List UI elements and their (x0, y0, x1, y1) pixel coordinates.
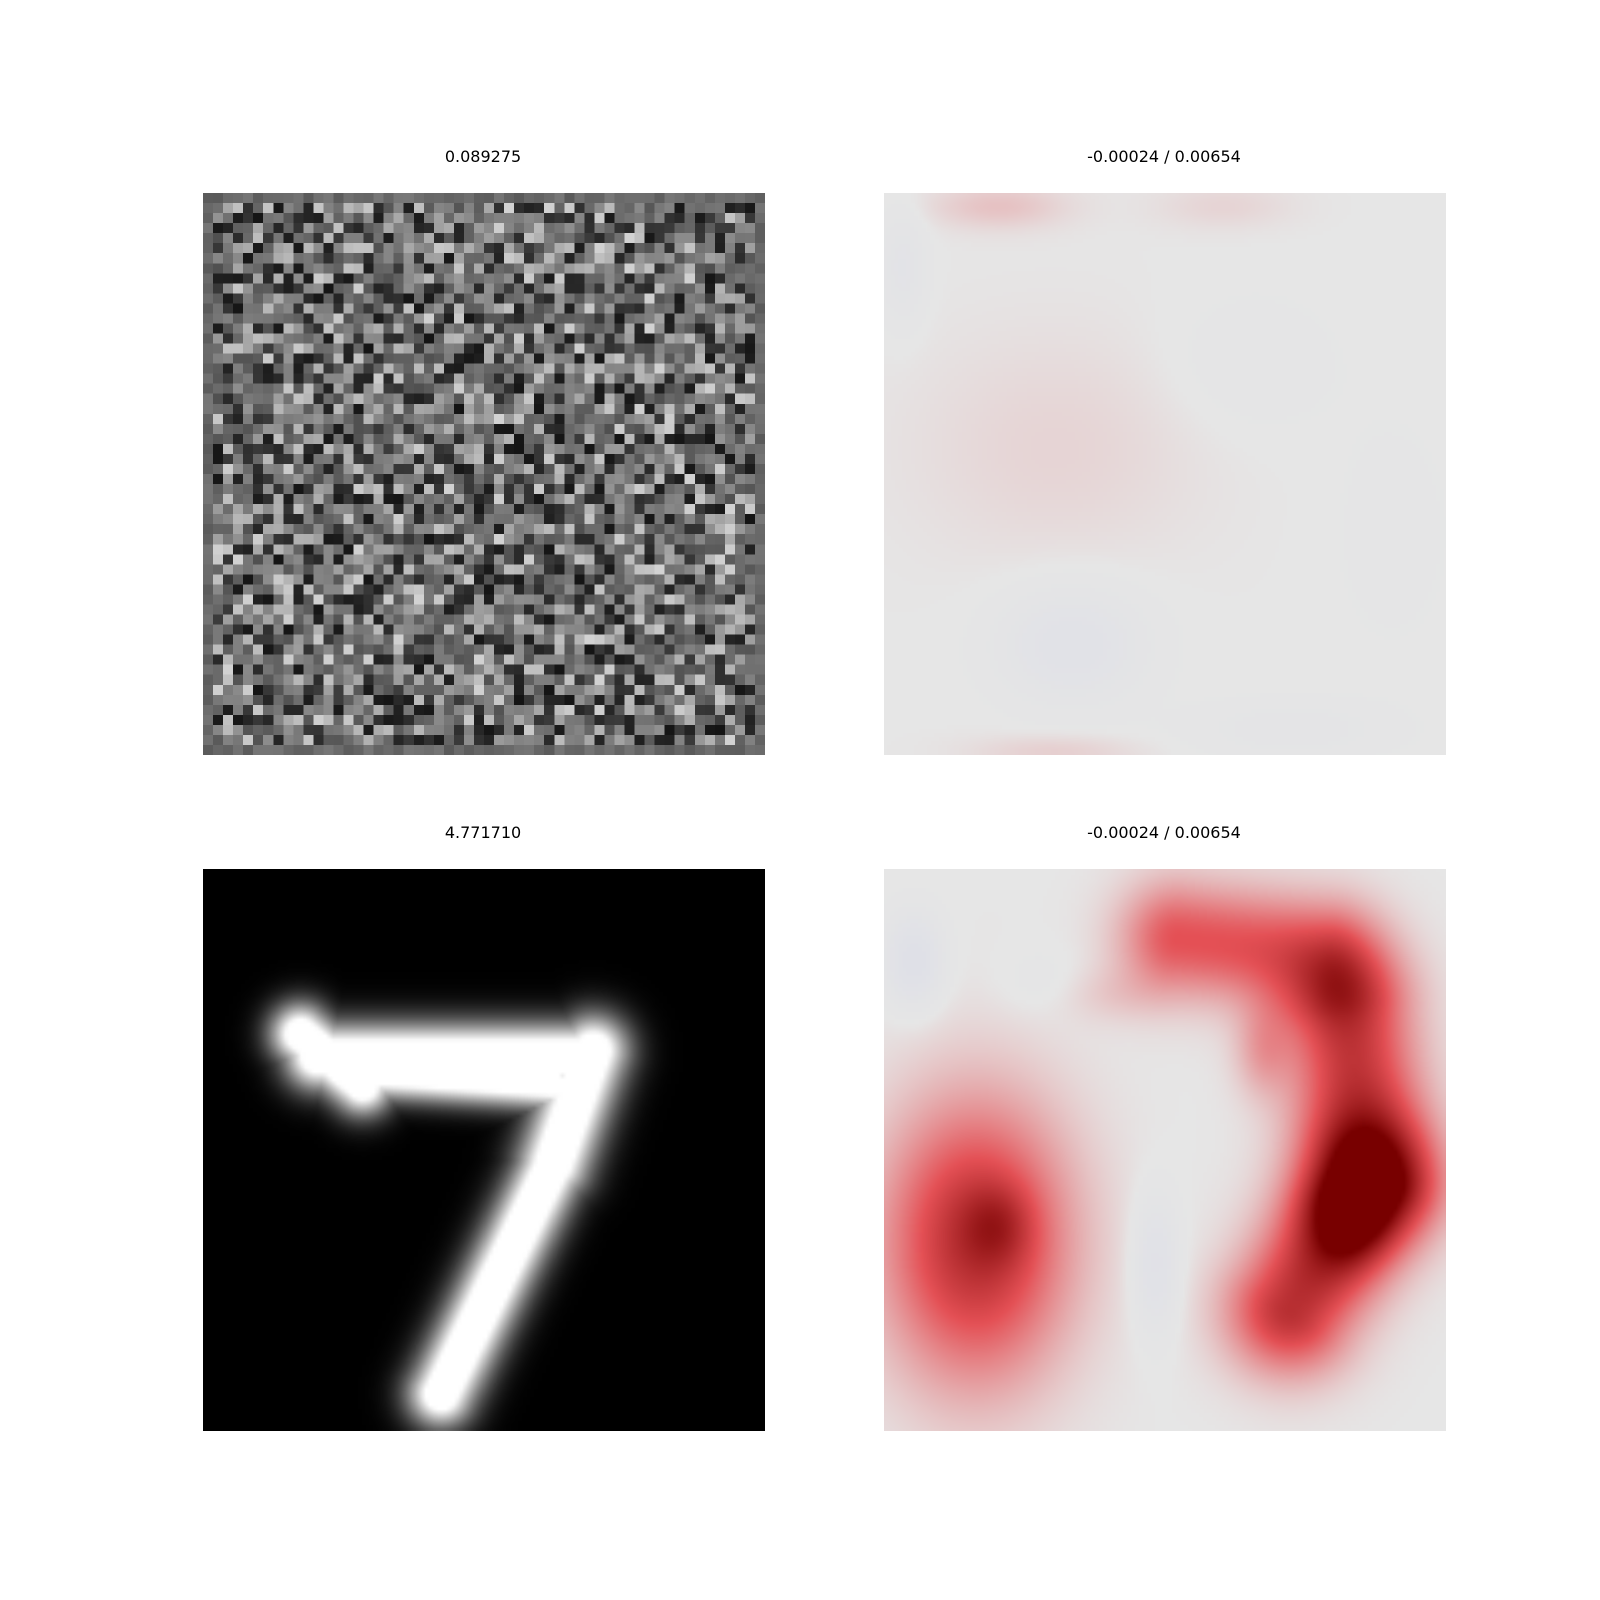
panel-title-top-right: -0.00024 / 0.00654 (1087, 147, 1241, 166)
digit-image (203, 869, 765, 1431)
panel-title-bottom-left: 4.771710 (444, 823, 522, 842)
digit-image-canvas (203, 869, 765, 1431)
attribution-map-top (884, 193, 1446, 755)
attribution-map-bottom-canvas (884, 869, 1446, 1431)
noise-image-canvas (203, 193, 765, 755)
panel-title-top-left: 0.089275 (444, 147, 522, 166)
panel-title-bottom-right: -0.00024 / 0.00654 (1087, 823, 1241, 842)
noise-image (203, 193, 765, 755)
attribution-map-bottom (884, 869, 1446, 1431)
attribution-map-top-canvas (884, 193, 1446, 755)
